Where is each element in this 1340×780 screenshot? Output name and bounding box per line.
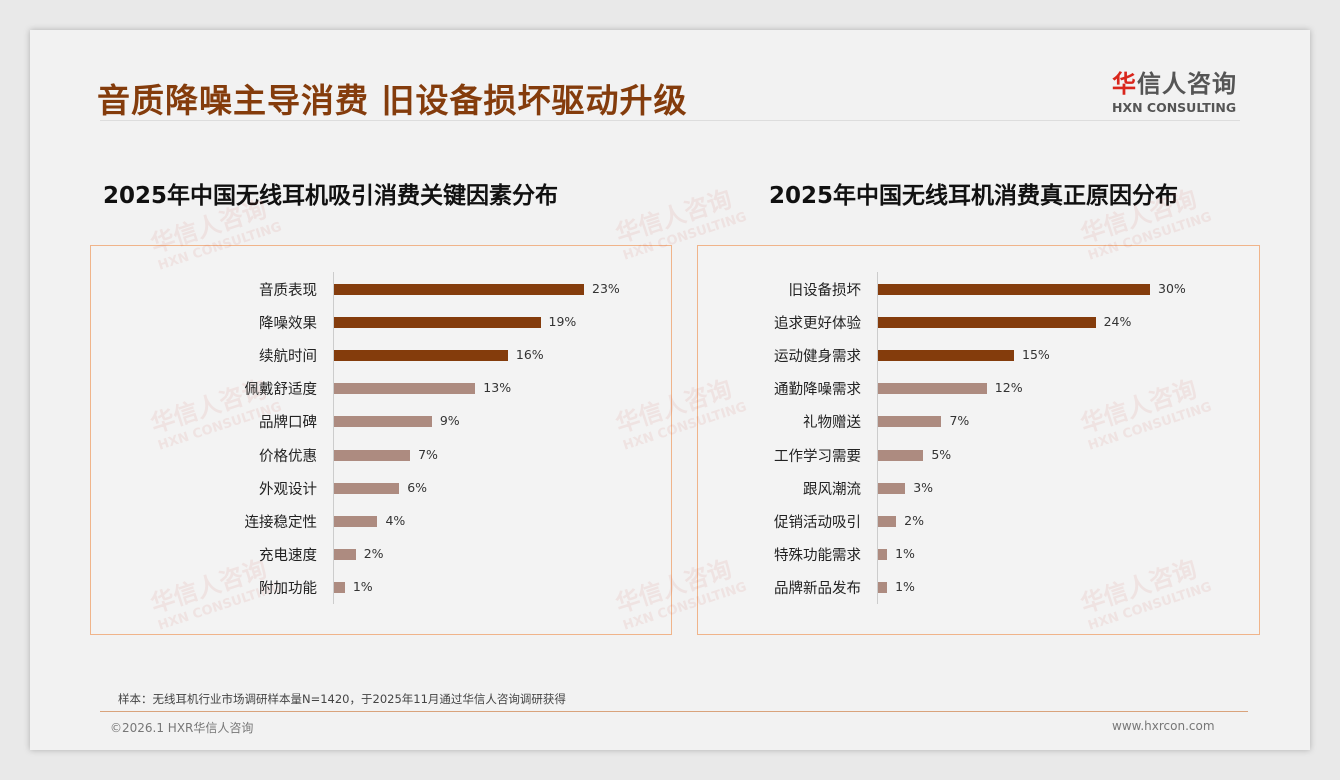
bar bbox=[878, 416, 942, 428]
category-label: 品牌新品发布 bbox=[774, 580, 861, 597]
bar bbox=[334, 581, 345, 593]
bar bbox=[334, 317, 541, 329]
data-label: 2% bbox=[904, 512, 924, 528]
category-label: 旧设备损坏 bbox=[788, 283, 862, 299]
data-label: 4% bbox=[385, 512, 406, 528]
category-label: 充电速度 bbox=[259, 547, 317, 564]
bar bbox=[334, 284, 584, 295]
category-label: 价格优惠 bbox=[259, 448, 317, 465]
copyright: ©2026.1 HXR华信人咨询 bbox=[110, 721, 254, 735]
bar bbox=[878, 515, 897, 527]
category-label: 促销活动吸引 bbox=[774, 514, 861, 531]
category-label: 续航时间 bbox=[259, 349, 317, 366]
category-label: 追求更好体验 bbox=[774, 316, 861, 333]
data-label: 6% bbox=[407, 479, 428, 495]
logo-en: HXN CONSULTING bbox=[1112, 100, 1237, 115]
data-label: 5% bbox=[931, 446, 952, 462]
bar bbox=[878, 581, 888, 593]
data-label: 7% bbox=[949, 413, 970, 429]
category-label: 降噪效果 bbox=[259, 316, 317, 333]
category-label: 音质表现 bbox=[259, 283, 317, 299]
bar bbox=[334, 548, 356, 560]
data-label: 7% bbox=[418, 446, 438, 462]
category-label: 外观设计 bbox=[259, 481, 317, 498]
category-label: 附加功能 bbox=[259, 580, 317, 597]
category-label: 佩戴舒适度 bbox=[244, 382, 318, 399]
data-label: 13% bbox=[483, 380, 512, 396]
category-label: 连接稳定性 bbox=[244, 514, 318, 531]
sample-note: 样本：无线耳机行业市场调研样本量N=1420，于2025年11月通过华信人咨询调… bbox=[118, 692, 566, 706]
data-label: 3% bbox=[913, 479, 934, 495]
bar bbox=[334, 350, 508, 362]
data-label: 9% bbox=[439, 413, 460, 429]
bar bbox=[878, 482, 906, 494]
page-title: 音质降噪主导消费 旧设备损坏驱动升级 bbox=[97, 81, 688, 120]
chart-title-left: 2025年中国无线耳机吸引消费关键因素分布 bbox=[103, 183, 559, 209]
data-label: 24% bbox=[1103, 314, 1132, 330]
chart-title-right: 2025年中国无线耳机消费真正原因分布 bbox=[769, 183, 1179, 209]
category-label: 跟风潮流 bbox=[803, 481, 861, 498]
category-label: 礼物赠送 bbox=[803, 415, 861, 432]
logo-red-char: 华 bbox=[1112, 70, 1137, 98]
footer-divider bbox=[100, 711, 1248, 712]
category-label: 工作学习需要 bbox=[774, 448, 861, 465]
data-label: 23% bbox=[592, 281, 620, 296]
data-label: 15% bbox=[1022, 347, 1050, 363]
bar bbox=[878, 284, 1150, 295]
bar bbox=[878, 383, 987, 395]
category-label: 特殊功能需求 bbox=[774, 547, 861, 564]
bar bbox=[334, 416, 432, 428]
logo-cn: 信人咨询 bbox=[1137, 70, 1237, 98]
bar bbox=[878, 317, 1096, 329]
title-divider bbox=[100, 120, 1240, 121]
data-label: 30% bbox=[1158, 281, 1186, 296]
data-label: 1% bbox=[895, 578, 915, 594]
category-label: 品牌口碑 bbox=[259, 415, 317, 432]
bar bbox=[334, 383, 476, 395]
chart-panel-left bbox=[90, 245, 672, 635]
bar bbox=[334, 482, 400, 494]
bar bbox=[878, 548, 888, 560]
bar bbox=[878, 350, 1014, 362]
data-label: 12% bbox=[994, 380, 1023, 396]
bar bbox=[878, 449, 924, 461]
bar bbox=[334, 515, 378, 527]
data-label: 2% bbox=[363, 545, 384, 561]
data-label: 19% bbox=[548, 314, 577, 330]
y-axis-right bbox=[877, 272, 878, 604]
y-axis-left bbox=[333, 272, 334, 604]
website-url: www.hxrcon.com bbox=[1112, 719, 1215, 733]
bar bbox=[334, 449, 411, 461]
category-label: 通勤降噪需求 bbox=[774, 382, 861, 399]
chart-panel-right bbox=[697, 245, 1260, 635]
logo: 华信人咨询 HXN CONSULTING bbox=[1112, 64, 1237, 115]
data-label: 16% bbox=[515, 347, 544, 363]
data-label: 1% bbox=[352, 578, 373, 594]
category-label: 运动健身需求 bbox=[774, 349, 861, 366]
data-label: 1% bbox=[895, 545, 915, 561]
